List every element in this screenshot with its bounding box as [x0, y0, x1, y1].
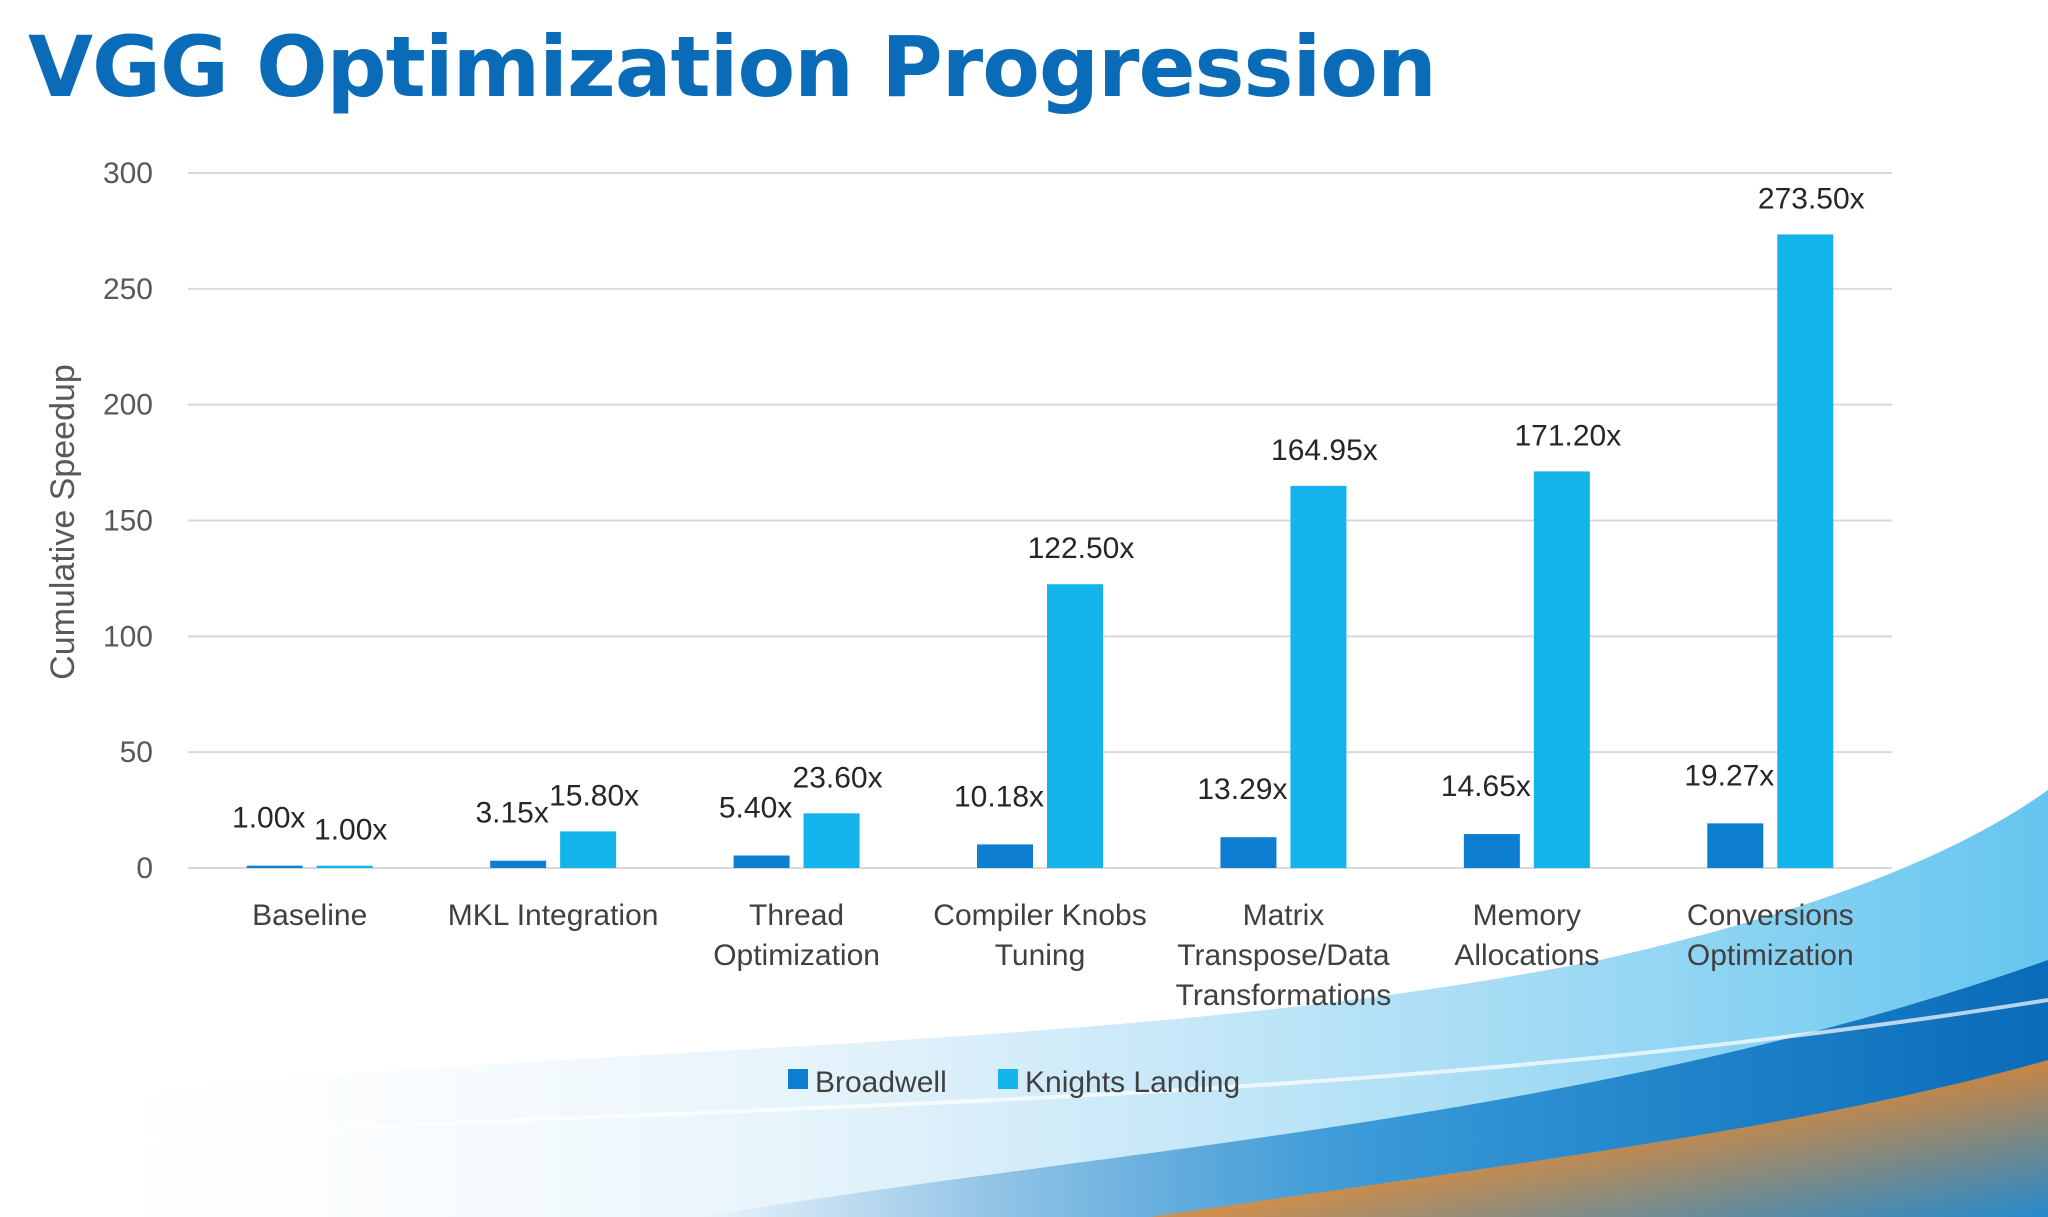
legend-label-knights-landing: Knights Landing — [1025, 1066, 1240, 1099]
y-tick-label: 150 — [103, 505, 153, 538]
data-label-broadwell: 1.00x — [232, 802, 305, 835]
bar-knights-landing — [560, 831, 617, 868]
background-wave — [0, 790, 2048, 1217]
y-tick-label: 100 — [103, 620, 153, 653]
x-tick-label: Thread Optimization — [713, 899, 880, 972]
gridlines — [188, 172, 1892, 754]
bars — [246, 234, 1834, 868]
bar-broadwell — [246, 865, 303, 868]
bar-knights-landing — [316, 865, 373, 868]
bar-broadwell — [490, 860, 547, 868]
data-label-knights-landing: 1.00x — [314, 814, 387, 847]
data-label-broadwell: 5.40x — [719, 791, 792, 824]
data-labels: 1.00x 3.15x 5.40x 10.18x 13.29x 14.65x 19.27x 1… — [232, 182, 1865, 846]
category-labels: Baseline MKL Integration Thread Optimizatio… — [252, 899, 1853, 1012]
bar-broadwell — [1707, 823, 1764, 868]
wave-highlight — [0, 998, 2048, 1152]
data-label-knights-landing: 171.20x — [1514, 419, 1621, 452]
x-tick-label: Memory Allocations — [1454, 899, 1599, 972]
y-tick-label: 300 — [103, 157, 153, 190]
data-label-broadwell: 10.18x — [954, 780, 1044, 813]
data-label-broadwell: 14.65x — [1441, 770, 1531, 803]
bar-knights-landing — [1047, 584, 1103, 868]
data-label-broadwell: 19.27x — [1684, 759, 1774, 792]
y-axis-label: Cumulative Speedup — [44, 364, 82, 680]
x-tick-label: Compiler Knobs Tuning — [933, 899, 1146, 972]
bar-knights-landing — [803, 813, 860, 868]
data-label-knights-landing: 23.60x — [793, 761, 883, 794]
y-tick-label: 200 — [103, 389, 153, 422]
data-label-broadwell: 13.29x — [1197, 773, 1287, 806]
bar-broadwell — [977, 844, 1033, 868]
y-tick-label: 0 — [136, 852, 153, 885]
legend-swatch-knights-landing — [998, 1069, 1018, 1089]
legend-swatch-broadwell — [788, 1069, 808, 1089]
bar-knights-landing — [1290, 485, 1347, 868]
bar-broadwell — [1220, 837, 1277, 868]
legend: Broadwell Knights Landing — [788, 1066, 1240, 1099]
x-tick-label: Matrix Transpose/Data Transformations — [1176, 899, 1392, 1012]
wave-chip — [1150, 1060, 2048, 1217]
bar-knights-landing — [1533, 471, 1590, 868]
x-tick-label: MKL Integration — [448, 899, 659, 932]
y-tick-label: 50 — [120, 736, 153, 769]
y-tick-label: 250 — [103, 273, 153, 306]
data-label-knights-landing: 15.80x — [549, 779, 639, 812]
data-label-knights-landing: 273.50x — [1758, 182, 1865, 215]
bar-broadwell — [1463, 834, 1520, 868]
data-label-knights-landing: 122.50x — [1028, 532, 1135, 565]
x-tick-label: Conversions Optimization — [1687, 899, 1854, 972]
bar-broadwell — [733, 855, 790, 868]
data-label-broadwell: 3.15x — [475, 797, 548, 830]
slide-title: VGG Optimization Progression — [28, 18, 1437, 116]
y-axis-ticks: 0 50 100 150 200 250 300 — [103, 157, 153, 885]
x-tick-label: Baseline — [252, 899, 367, 932]
data-label-knights-landing: 164.95x — [1271, 434, 1378, 467]
legend-label-broadwell: Broadwell — [815, 1066, 947, 1099]
bar-knights-landing — [1777, 234, 1834, 868]
